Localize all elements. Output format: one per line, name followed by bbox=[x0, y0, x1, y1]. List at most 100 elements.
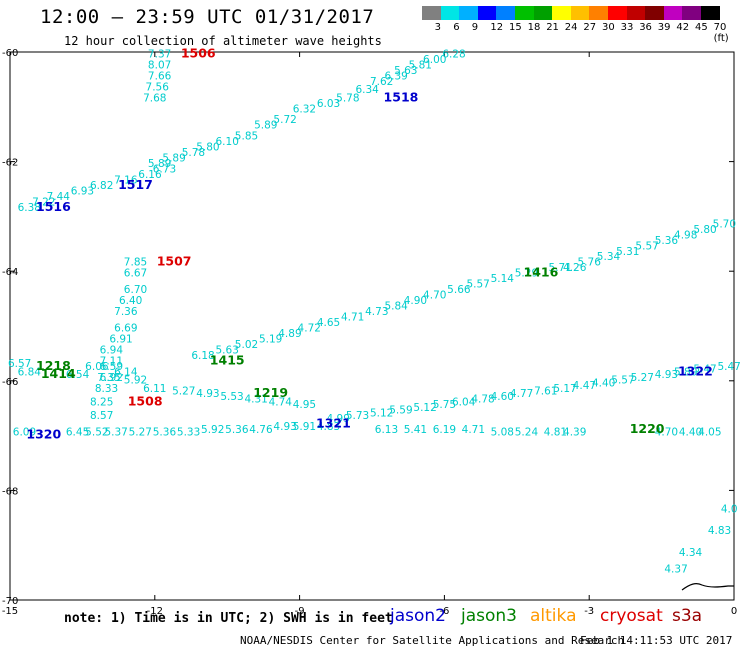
swh-value: 4.77 bbox=[510, 388, 533, 400]
swh-value: 5.29 bbox=[515, 268, 538, 280]
swh-value: 5.19 bbox=[259, 333, 282, 345]
satellite-cryosat: cryosat bbox=[600, 606, 663, 626]
swh-value: 4.39 bbox=[563, 427, 586, 439]
swh-value: 4.40 bbox=[679, 427, 702, 439]
swh-value: 5.52 bbox=[85, 427, 108, 439]
pass-label: 1322 bbox=[678, 363, 713, 378]
swh-value: 6.69 bbox=[114, 322, 137, 334]
legend-swatch bbox=[440, 6, 460, 20]
swh-value: 5.80 bbox=[693, 224, 716, 236]
swh-value: 4.74 bbox=[269, 396, 293, 408]
swh-value: 8.07 bbox=[148, 59, 171, 71]
swh-value: 5.89 bbox=[162, 153, 185, 165]
swh-value: 5.80 bbox=[196, 142, 219, 154]
swh-value: 4.34 bbox=[679, 547, 703, 559]
x-tick-label: -6 bbox=[439, 606, 449, 617]
swh-value: 5.36 bbox=[225, 424, 249, 436]
pass-label: 1507 bbox=[157, 254, 192, 269]
swh-value: 5.34 bbox=[597, 251, 621, 263]
swh-value: 5.73 bbox=[346, 410, 369, 422]
swh-value: 6.14 bbox=[114, 366, 138, 378]
swh-value: 6.94 bbox=[100, 344, 124, 356]
swh-value: 5.75 bbox=[433, 399, 456, 411]
swh-value: 5.14 bbox=[491, 273, 515, 285]
pass-label: 1517 bbox=[118, 177, 153, 192]
swh-value: 4.0 bbox=[721, 503, 738, 515]
swh-value: 5.71 bbox=[549, 262, 572, 274]
swh-value: 4.37 bbox=[664, 564, 687, 576]
swh-value: 6.09 bbox=[13, 427, 36, 439]
swh-value: 6.40 bbox=[119, 295, 142, 307]
swh-value: 5.84 bbox=[384, 301, 408, 313]
legend-label: 30 bbox=[602, 22, 615, 33]
pass-label: 1320 bbox=[26, 426, 61, 441]
swh-value: 4.40 bbox=[592, 377, 615, 389]
swh-value: 5.36 bbox=[153, 427, 177, 439]
swh-value: 4.99 bbox=[327, 413, 350, 425]
legend-label: 18 bbox=[527, 22, 541, 33]
swh-value: 6.34 bbox=[355, 84, 379, 96]
x-tick-label: -3 bbox=[584, 606, 594, 617]
legend-swatch bbox=[701, 6, 721, 20]
swh-value: 5.85 bbox=[235, 131, 258, 143]
swh-value: 4.76 bbox=[249, 424, 273, 436]
chart-title: 12:00 – 23:59 UTC 01/31/2017 bbox=[40, 6, 375, 28]
swh-value: 5.92 bbox=[124, 375, 147, 387]
swh-value: 6.38 bbox=[18, 202, 41, 214]
swh-value: 5.33 bbox=[177, 427, 200, 439]
swh-value: 4.78 bbox=[471, 394, 494, 406]
swh-value: 5.76 bbox=[578, 257, 602, 269]
x-tick-label: 0 bbox=[731, 606, 737, 617]
swh-value: 6.06 bbox=[85, 361, 109, 373]
swh-value: 6.19 bbox=[433, 424, 456, 436]
satellite-jason2: jason2 bbox=[390, 606, 446, 626]
swh-value: 6.10 bbox=[216, 136, 239, 148]
legend-swatch bbox=[645, 6, 665, 20]
swh-value: 7.44 bbox=[47, 191, 71, 203]
legend-swatch bbox=[663, 6, 683, 20]
swh-value: 5.80 bbox=[674, 366, 697, 378]
legend-label: 15 bbox=[509, 22, 522, 33]
swh-value: 5.66 bbox=[447, 284, 471, 296]
swh-value: 6.11 bbox=[143, 383, 166, 395]
legend-label: 70 (ft) bbox=[713, 22, 729, 44]
swh-value: 5.57 bbox=[611, 375, 634, 387]
swh-value: 5.17 bbox=[553, 383, 576, 395]
swh-value: 6.03 bbox=[317, 98, 340, 110]
y-tick-label: -66 bbox=[2, 377, 18, 388]
swh-value: 4.71 bbox=[462, 424, 485, 436]
swh-value: 4.47 bbox=[573, 380, 596, 392]
legend-label: 39 bbox=[657, 22, 671, 33]
swh-value: 5.47 bbox=[717, 361, 740, 373]
coastline bbox=[681, 583, 734, 591]
swh-value: 4.60 bbox=[491, 391, 514, 403]
legend-swatch bbox=[682, 6, 702, 20]
swh-value: 5.78 bbox=[182, 147, 205, 159]
swh-value: 6.59 bbox=[100, 361, 123, 373]
swh-value: 4.93 bbox=[655, 369, 678, 381]
generated-time: Feb 1 14:11:53 UTC 2017 bbox=[580, 634, 733, 647]
swh-value: 5.72 bbox=[273, 114, 296, 126]
swh-value: 4.05 bbox=[698, 427, 721, 439]
footnote: note: 1) Time is in UTC; 2) SWH is in fe… bbox=[64, 611, 393, 626]
y-tick-label: -70 bbox=[2, 596, 18, 607]
y-tick-label: -64 bbox=[2, 267, 18, 278]
legend-label: 9 bbox=[471, 22, 479, 33]
swh-value: 4.70 bbox=[655, 427, 678, 439]
legend-label: 33 bbox=[620, 22, 634, 33]
swh-value: 5.27 bbox=[129, 427, 152, 439]
swh-value: 4.81 bbox=[544, 427, 567, 439]
swh-value: 5.63 bbox=[216, 344, 239, 356]
legend-label: 36 bbox=[639, 22, 652, 33]
swh-value: 7.35 bbox=[97, 372, 120, 384]
pass-label: 1321 bbox=[316, 415, 351, 430]
swh-value: 5.27 bbox=[631, 372, 654, 384]
legend-swatch bbox=[533, 6, 553, 20]
swh-value: 8.33 bbox=[95, 383, 118, 395]
swh-value: 5.36 bbox=[655, 235, 679, 247]
pass-label: 1414 bbox=[41, 366, 76, 381]
legend-label: 45 bbox=[695, 22, 708, 33]
x-tick-label: -15 bbox=[2, 606, 18, 617]
